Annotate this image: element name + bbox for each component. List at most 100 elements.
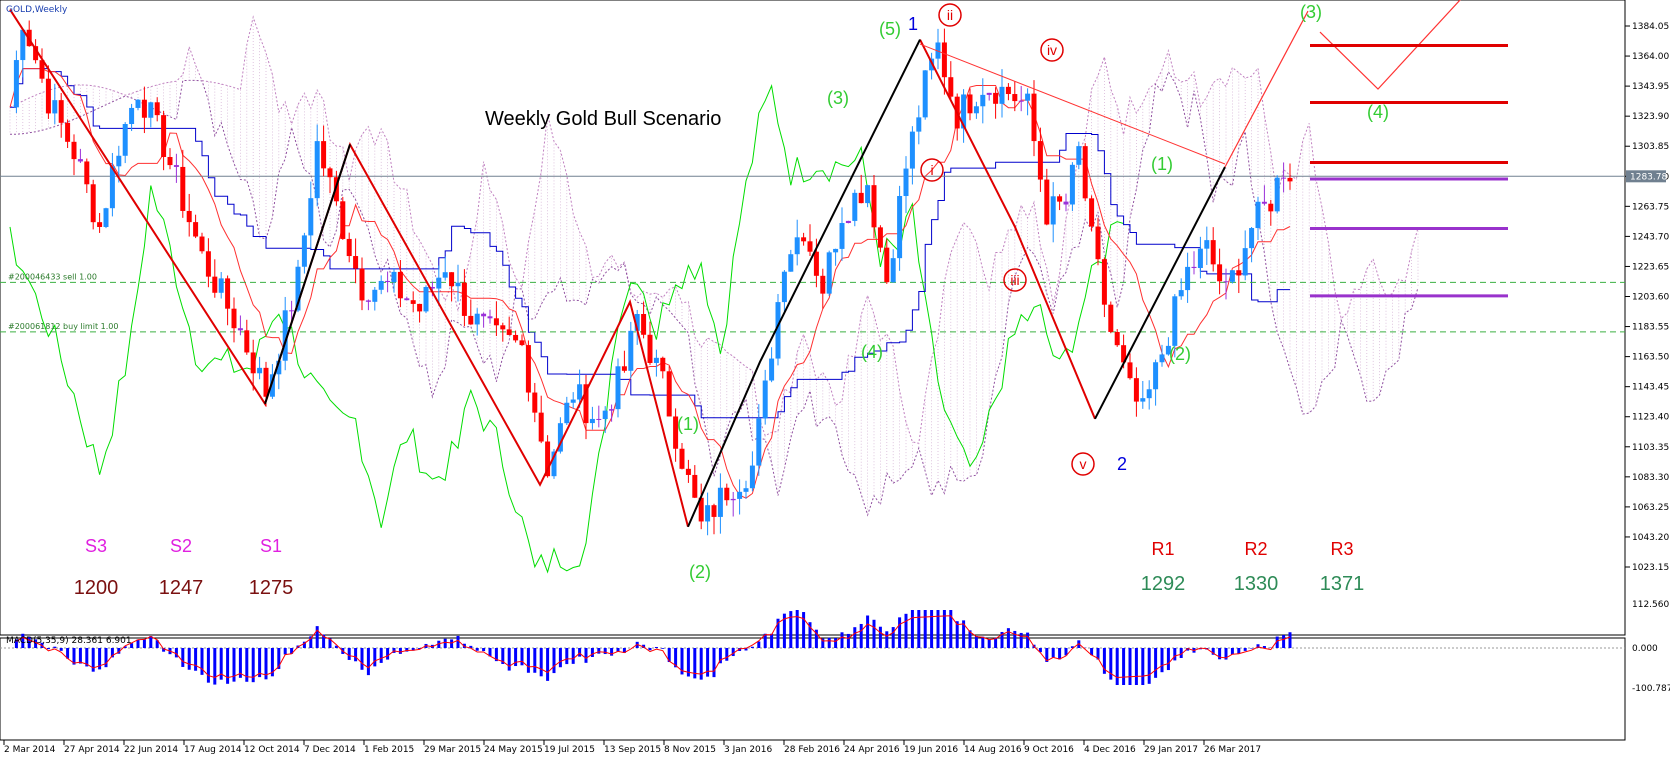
macd-bar <box>1211 648 1215 655</box>
order-line-label: #200061812 buy limit 1.00 <box>8 322 118 331</box>
candle-body <box>218 278 224 293</box>
macd-bar <box>194 648 198 671</box>
macd-bar <box>238 648 242 678</box>
macd-bar <box>443 638 447 648</box>
candle-body <box>781 271 787 303</box>
macd-bar <box>840 632 844 648</box>
candle-body <box>794 237 800 255</box>
candle-body <box>481 313 487 317</box>
macd-bar <box>366 648 370 676</box>
macd-bar <box>898 617 902 648</box>
macd-bar <box>405 648 409 652</box>
macd-bar <box>885 631 889 648</box>
macd-bar <box>661 648 665 649</box>
candle-body <box>1197 248 1203 269</box>
x-tick-label: 19 Jul 2015 <box>544 745 595 755</box>
candle-body <box>1255 201 1261 229</box>
axes: 1384.05 1364.00 1343.95 1323.90 1303.85 1283.… <box>3 22 1670 755</box>
candle-body <box>628 330 634 371</box>
candle-body <box>653 357 659 363</box>
macd-bar <box>750 646 754 648</box>
candle-body <box>97 222 103 227</box>
macd-bar <box>309 636 313 648</box>
candle-body <box>660 357 666 372</box>
candle-body <box>609 409 615 411</box>
macd-bar <box>648 648 652 651</box>
macd-bar <box>859 623 863 648</box>
macd-bar <box>1154 648 1158 678</box>
candle-body <box>775 302 781 359</box>
macd-bar <box>789 611 793 648</box>
candle-body <box>1050 196 1056 225</box>
macd-bar <box>1186 648 1190 651</box>
macd-bar <box>149 636 153 648</box>
candle-body <box>212 276 218 293</box>
macd-bar <box>328 638 332 648</box>
macd-tick-label: 112.560 <box>1632 600 1669 610</box>
macd-bar <box>923 610 927 648</box>
macd-bar <box>1198 648 1202 650</box>
candle-body <box>948 77 954 97</box>
macd-bar <box>802 612 806 648</box>
candle-body <box>1076 146 1082 165</box>
candle-body <box>58 100 64 123</box>
wave-label-green: (4) <box>861 342 883 362</box>
macd-bar <box>1013 630 1017 648</box>
candle-body <box>845 220 851 224</box>
macd-bar <box>590 648 594 657</box>
macd-bar <box>1038 648 1042 653</box>
macd-bar <box>136 639 140 648</box>
pivot-levels <box>1310 44 1508 298</box>
candle-body <box>353 256 359 269</box>
macd-tick-label: -100.787 <box>1632 684 1670 694</box>
macd-tick-label: 0.000 <box>1632 644 1658 654</box>
candle-body <box>474 313 480 325</box>
candle-body <box>506 329 512 335</box>
x-tick-label: 2 Mar 2014 <box>4 745 56 755</box>
candle-body <box>903 168 909 197</box>
candle-body <box>257 367 263 374</box>
candle-body <box>557 423 563 452</box>
macd-bar <box>680 648 684 675</box>
candles <box>13 20 1293 536</box>
candle-body <box>289 310 295 312</box>
candle-body <box>487 316 493 319</box>
candle-body <box>90 184 96 223</box>
candle-body <box>77 159 83 162</box>
macd-bar <box>85 648 89 667</box>
x-tick-label: 12 Oct 2014 <box>244 745 300 755</box>
y-tick-label: 1343.95 <box>1632 82 1669 92</box>
macd-bar <box>821 638 825 648</box>
y-tick-label: 1163.50 <box>1632 353 1669 363</box>
macd-bar <box>891 627 895 648</box>
macd-bar <box>1090 648 1094 656</box>
macd-bar <box>354 648 358 662</box>
macd-bar <box>174 648 178 658</box>
candle-body <box>1178 290 1184 297</box>
support-value: 1247 <box>159 577 204 599</box>
chart-title: Weekly Gold Bull Scenario <box>485 108 721 130</box>
candle-body <box>717 487 723 517</box>
candle-body <box>308 198 314 236</box>
candle-body <box>122 124 128 156</box>
candle-body <box>993 92 999 104</box>
macd-bar <box>322 634 326 648</box>
candle-body <box>897 196 903 259</box>
macd-bar <box>866 615 870 648</box>
macd-bar <box>27 636 31 648</box>
candle-body <box>84 161 90 185</box>
candle-body <box>1025 93 1031 101</box>
candle-body <box>45 78 51 114</box>
candle-body <box>33 46 39 61</box>
x-tick-label: 19 Jun 2016 <box>904 745 958 755</box>
candle-body <box>596 418 602 420</box>
macd-bar <box>584 648 588 663</box>
macd-bar <box>456 635 460 648</box>
macd-bar <box>808 622 812 648</box>
candle-body <box>1172 296 1178 346</box>
candle-body <box>199 236 205 252</box>
macd-bar <box>1250 648 1254 649</box>
y-tick-label: 1263.75 <box>1632 202 1669 212</box>
candle-body <box>391 271 397 283</box>
